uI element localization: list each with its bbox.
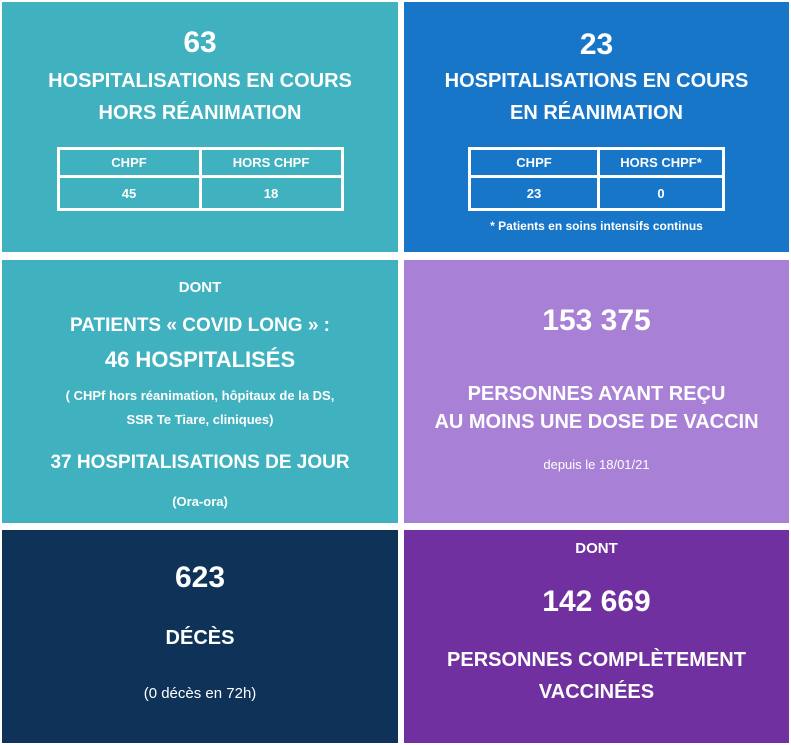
table-row: CHPF HORS CHPF* — [468, 147, 725, 178]
rea-label-line2: EN RÉANIMATION — [510, 102, 683, 124]
hors-rea-table: CHPF HORS CHPF 45 18 — [56, 147, 344, 211]
tile-hospitalisations-reanimation: 23 HOSPITALISATIONS EN COURS EN RÉANIMAT… — [404, 2, 789, 252]
hors-rea-label-line1: HOSPITALISATIONS EN COURS — [48, 70, 352, 92]
vaccin-complet-dont: DONT — [575, 540, 618, 557]
rea-count: 23 — [579, 28, 614, 61]
vaccin-dose-label-line2: AU MOINS UNE DOSE DE VACCIN — [434, 411, 759, 433]
tile-hospitalisations-hors-reanimation: 63 HOSPITALISATIONS EN COURS HORS RÉANIM… — [2, 2, 398, 252]
hors-rea-count: 63 — [183, 26, 217, 59]
vaccin-complet-label-line2: VACCINÉES — [538, 681, 655, 703]
rea-table: CHPF HORS CHPF* 23 0 — [468, 147, 725, 211]
covid-long-detail-line1: ( CHPf hors réanimation, hôpitaux de la … — [65, 388, 335, 403]
tile-vaccin-une-dose: 153 375 PERSONNES AYANT REÇU AU MOINS UN… — [404, 260, 789, 523]
deces-detail: (0 décès en 72h) — [143, 685, 257, 702]
table-row: CHPF HORS CHPF — [56, 147, 344, 178]
covid-long-jour-detail: (Ora-ora) — [172, 494, 228, 509]
covid-long-hospitalises: 46 HOSPITALISÉS — [104, 347, 296, 372]
table-cell-chpf: 23 — [468, 175, 600, 211]
vaccin-complet-count: 142 669 — [542, 585, 651, 618]
hors-rea-label-line2: HORS RÉANIMATION — [98, 102, 302, 124]
rea-label-line1: HOSPITALISATIONS EN COURS — [444, 70, 749, 92]
covid-long-dont: DONT — [178, 279, 222, 296]
table-cell-hors-chpf: 0 — [597, 175, 725, 211]
tile-deces: 623 DÉCÈS (0 décès en 72h) — [2, 530, 398, 743]
table-row: 45 18 — [56, 175, 344, 211]
tile-covid-long: DONT PATIENTS « COVID LONG » : 46 HOSPIT… — [2, 260, 398, 523]
tile-vaccin-complet: DONT 142 669 PERSONNES COMPLÈTEMENT VACC… — [404, 530, 789, 743]
vaccin-complet-label-line1: PERSONNES COMPLÈTEMENT — [447, 649, 746, 671]
table-header-hors-chpf: HORS CHPF — [198, 147, 344, 178]
vaccin-dose-since: depuis le 18/01/21 — [543, 457, 650, 472]
rea-footnote: * Patients en soins intensifs continus — [490, 219, 703, 233]
table-cell-chpf: 45 — [56, 175, 202, 211]
covid-long-detail-line2: SSR Te Tiare, cliniques) — [126, 412, 274, 427]
covid-long-title: PATIENTS « COVID LONG » : — [69, 315, 331, 336]
table-row: 23 0 — [468, 175, 725, 211]
deces-label: DÉCÈS — [165, 627, 235, 649]
vaccin-dose-count: 153 375 — [542, 304, 651, 337]
table-header-chpf: CHPF — [468, 147, 600, 178]
covid-long-jour: 37 HOSPITALISATIONS DE JOUR — [50, 452, 350, 473]
table-cell-hors-chpf: 18 — [198, 175, 344, 211]
table-header-chpf: CHPF — [56, 147, 202, 178]
vaccin-dose-label-line1: PERSONNES AYANT REÇU — [467, 383, 726, 405]
deces-count: 623 — [174, 561, 226, 594]
table-header-hors-chpf: HORS CHPF* — [597, 147, 725, 178]
